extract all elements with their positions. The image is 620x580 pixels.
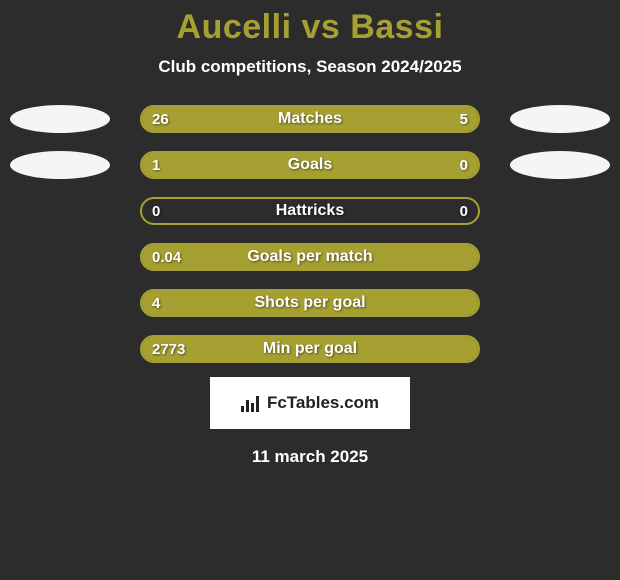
stat-label: Goals per match (142, 245, 478, 269)
stat-row: 10Goals (0, 151, 620, 179)
date-label: 11 march 2025 (252, 447, 368, 467)
stat-label: Min per goal (142, 337, 478, 361)
stat-label: Hattricks (142, 199, 478, 223)
stat-bar: 2773Min per goal (140, 335, 480, 363)
stats-area: 265Matches 10Goals 00Hattricks 0.04Goals pe… (0, 105, 620, 363)
player-photo-right (510, 151, 610, 179)
player-photo-right (510, 105, 610, 133)
stat-bar: 10Goals (140, 151, 480, 179)
stat-bar: 4Shots per goal (140, 289, 480, 317)
stat-row: 0.04Goals per match (0, 243, 620, 271)
stat-label: Goals (142, 153, 478, 177)
page-title: Aucelli vs Bassi (177, 8, 444, 47)
stat-row: 4Shots per goal (0, 289, 620, 317)
stat-label: Matches (142, 107, 478, 131)
stat-bar: 00Hattricks (140, 197, 480, 225)
stat-row: 00Hattricks (0, 197, 620, 225)
subtitle: Club competitions, Season 2024/2025 (158, 57, 461, 77)
stat-label: Shots per goal (142, 291, 478, 315)
stat-bar: 0.04Goals per match (140, 243, 480, 271)
player-photo-left (10, 151, 110, 179)
bar-chart-icon (241, 394, 261, 412)
player-photo-left (10, 105, 110, 133)
stat-row: 265Matches (0, 105, 620, 133)
stat-row: 2773Min per goal (0, 335, 620, 363)
fctables-logo[interactable]: FcTables.com (210, 377, 410, 429)
stat-bar: 265Matches (140, 105, 480, 133)
logo-text: FcTables.com (267, 393, 379, 413)
